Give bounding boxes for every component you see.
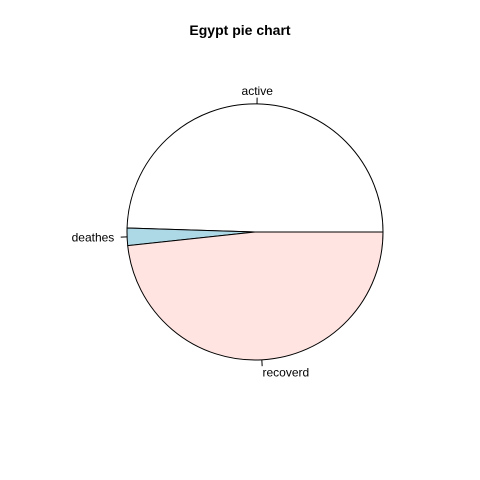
pie-label-deathes: deathes [72,230,115,244]
pie-labels: active deathes recoverd [72,84,310,379]
pie-slices [126,103,384,361]
pie-slice-active [126,103,384,233]
pie-slice-recoverd [127,231,384,361]
pie-label-active: active [242,84,274,98]
pie-label-recoverd: recoverd [263,366,310,380]
chart-title: Egypt pie chart [189,22,291,38]
